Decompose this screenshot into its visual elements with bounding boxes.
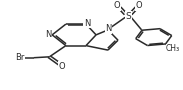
Text: O: O [136,1,142,10]
Text: CH₃: CH₃ [166,44,180,53]
Text: Br: Br [15,53,25,62]
Text: N: N [45,30,51,39]
Text: O: O [59,62,66,71]
Text: N: N [84,19,90,28]
Text: S: S [125,12,131,21]
Text: N: N [105,24,111,33]
Text: O: O [114,1,120,10]
